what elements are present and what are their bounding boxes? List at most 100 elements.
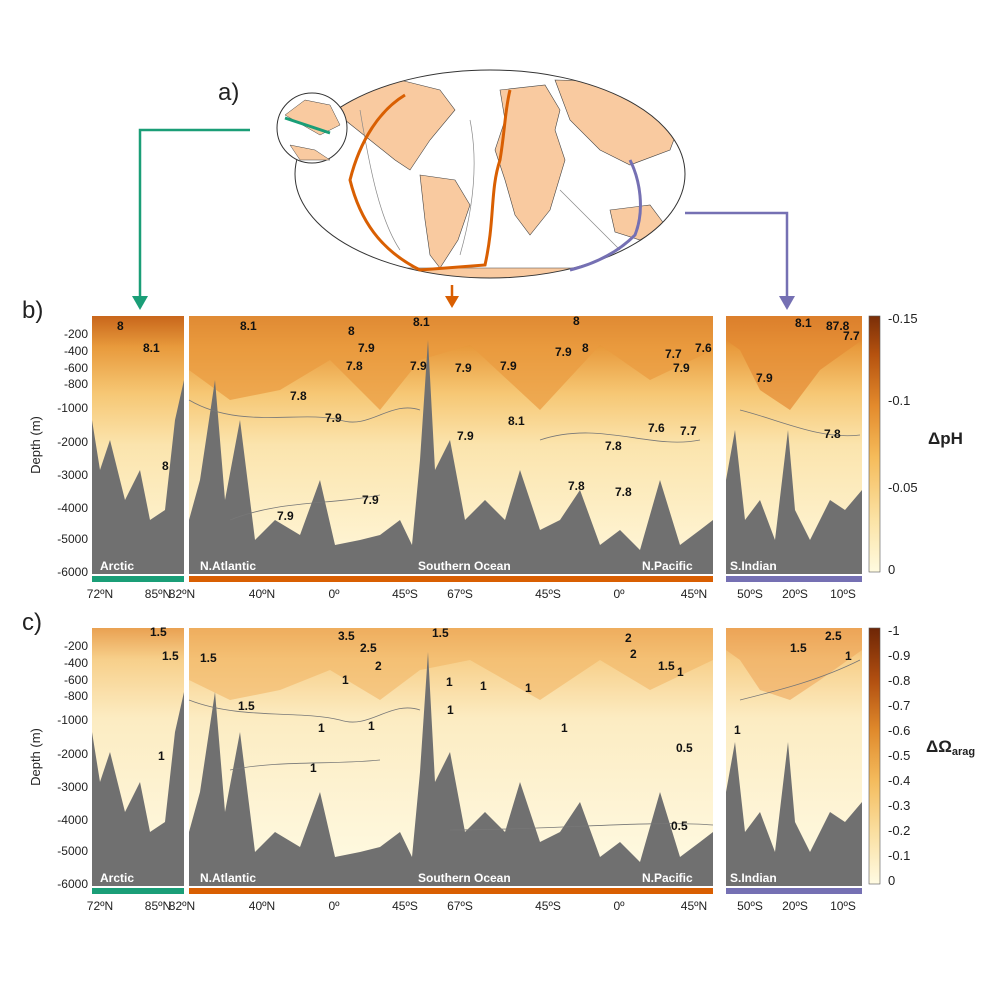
c-colorbar-tick: -0.9	[888, 648, 910, 663]
c-contour-label: 1	[561, 721, 568, 735]
arctic-arrow	[138, 128, 250, 300]
b-contour-label: 7.7	[665, 347, 682, 361]
b-contour-label: 7.8	[290, 389, 307, 403]
depth-axis-title: Depth (m)	[28, 728, 43, 786]
section-name: Arctic	[100, 871, 134, 885]
b-contour-label: 8.1	[795, 316, 812, 330]
b-colorbar-tick: -0.05	[888, 480, 918, 495]
b-contour-label: 7.6	[648, 421, 665, 435]
section-tick-label: 72ºN	[87, 899, 113, 913]
land-antarctica	[299, 267, 685, 278]
depth-tick-label: -600	[64, 361, 88, 375]
c-contour-label: 1	[734, 723, 741, 737]
c-arctic-bar	[92, 888, 184, 894]
c-colorbar-tick: -0.1	[888, 848, 910, 863]
section-tick-label: 40ºN	[249, 899, 275, 913]
c-contour-label: 1.5	[238, 699, 255, 713]
c-contour-label: 1	[845, 649, 852, 663]
b-indian-seafloor	[726, 430, 862, 574]
panel-a-label: a)	[218, 79, 239, 106]
depth-tick-label: -800	[64, 377, 88, 391]
section-tick-label: 45ºN	[681, 899, 707, 913]
b-contour-label: 7.8	[346, 359, 363, 373]
b-main-bar	[189, 576, 713, 582]
section-tick-label: 45ºS	[392, 899, 418, 913]
c-contour-label: 1	[525, 681, 532, 695]
b-main-seafloor	[189, 340, 713, 574]
b-contour-label: 7.9	[555, 345, 572, 359]
section-tick-label: 10ºS	[830, 899, 856, 913]
b-contour-label: 7.8	[615, 485, 632, 499]
land-north-america	[329, 79, 456, 171]
c-contour-label: 2	[625, 631, 632, 645]
c-arctic-seafloor	[92, 692, 184, 886]
depth-tick-label: -400	[64, 344, 88, 358]
b-arctic-seafloor	[92, 380, 184, 574]
land-south-america	[419, 174, 471, 269]
b-contour-label: 8	[162, 459, 169, 473]
c-colorbar-tick: -0.4	[888, 773, 910, 788]
section-tick-label: 50ºS	[737, 587, 763, 601]
depth-tick-label: -200	[64, 639, 88, 653]
c-colorbar-title: ΔΩarag	[926, 737, 975, 758]
depth-tick-label: -600	[64, 673, 88, 687]
section-name: N.Pacific	[642, 871, 693, 885]
section-tick-label: 45ºS	[535, 587, 561, 601]
panel-c: c) ΔΩarag	[22, 609, 975, 894]
section-tick-label: 85ºN	[145, 899, 171, 913]
b-contour-label: 7.9	[410, 359, 427, 373]
b-contour-label: 8	[117, 319, 124, 333]
section-tick-label: 82ºN	[169, 587, 195, 601]
land-africa	[494, 84, 566, 236]
c-contour-label: 1	[480, 679, 487, 693]
c-contour-label: 1	[342, 673, 349, 687]
atlantic-arrow	[445, 296, 459, 308]
map-panel: a)	[132, 69, 795, 310]
panel-c-label: c)	[22, 609, 42, 636]
section-name: N.Atlantic	[200, 871, 256, 885]
section-tick-label: 50ºS	[737, 899, 763, 913]
depth-axis-title: Depth (m)	[28, 416, 43, 474]
c-contour-label: 1	[677, 665, 684, 679]
depth-tick-label: -2000	[57, 435, 88, 449]
depth-tick-label: -6000	[57, 877, 88, 891]
b-contour-label: 7.6	[695, 341, 712, 355]
c-main-seafloor	[189, 652, 713, 886]
section-tick-label: 85ºN	[145, 587, 171, 601]
c-indian-seafloor	[726, 742, 862, 886]
section-tick-label: 0º	[613, 899, 625, 913]
c-contour-label: 1.5	[658, 659, 675, 673]
c-indian-bar	[726, 888, 862, 894]
c-contour-label: 1	[158, 749, 165, 763]
section-tick-label: 72ºN	[87, 587, 113, 601]
section-tick-label: 45ºS	[392, 587, 418, 601]
b-contour-label: 7.8	[824, 427, 841, 441]
b-contour-label: 8.1	[240, 319, 257, 333]
b-contour-label: 8.1	[413, 315, 430, 329]
c-colorbar-tick: -0.2	[888, 823, 910, 838]
b-contour-label: 7.7	[843, 329, 860, 343]
b-colorbar-title: ΔpH	[928, 429, 963, 448]
arctic-track	[284, 116, 331, 135]
b-contour-label: 7.9	[500, 359, 517, 373]
depth-tick-label: -3000	[57, 468, 88, 482]
b-contour-label: 7.9	[457, 429, 474, 443]
c-main-bar	[189, 888, 713, 894]
c-contour-label: 1.5	[432, 626, 449, 640]
c-contour-label: 1	[368, 719, 375, 733]
depth-tick-label: -800	[64, 689, 88, 703]
b-contour-label: 87.8	[826, 319, 850, 333]
dynamic-labels: -200-400-600-800-1000-2000-3000-4000-500…	[28, 311, 918, 913]
b-contour-label: 8.1	[143, 341, 160, 355]
depth-tick-label: -5000	[57, 844, 88, 858]
c-contour-label: 1.5	[162, 649, 179, 663]
section-tick-label: 67ºS	[447, 587, 473, 601]
b-colorbar-tick: -0.1	[888, 393, 910, 408]
section-name: N.Pacific	[642, 559, 693, 573]
c-contour-label: 3.5	[338, 629, 355, 643]
c-contour-label: 1	[310, 761, 317, 775]
section-tick-label: 20ºS	[782, 587, 808, 601]
b-colorbar-tick: 0	[888, 562, 895, 577]
depth-tick-label: -1000	[57, 713, 88, 727]
section-name: S.Indian	[730, 559, 777, 573]
